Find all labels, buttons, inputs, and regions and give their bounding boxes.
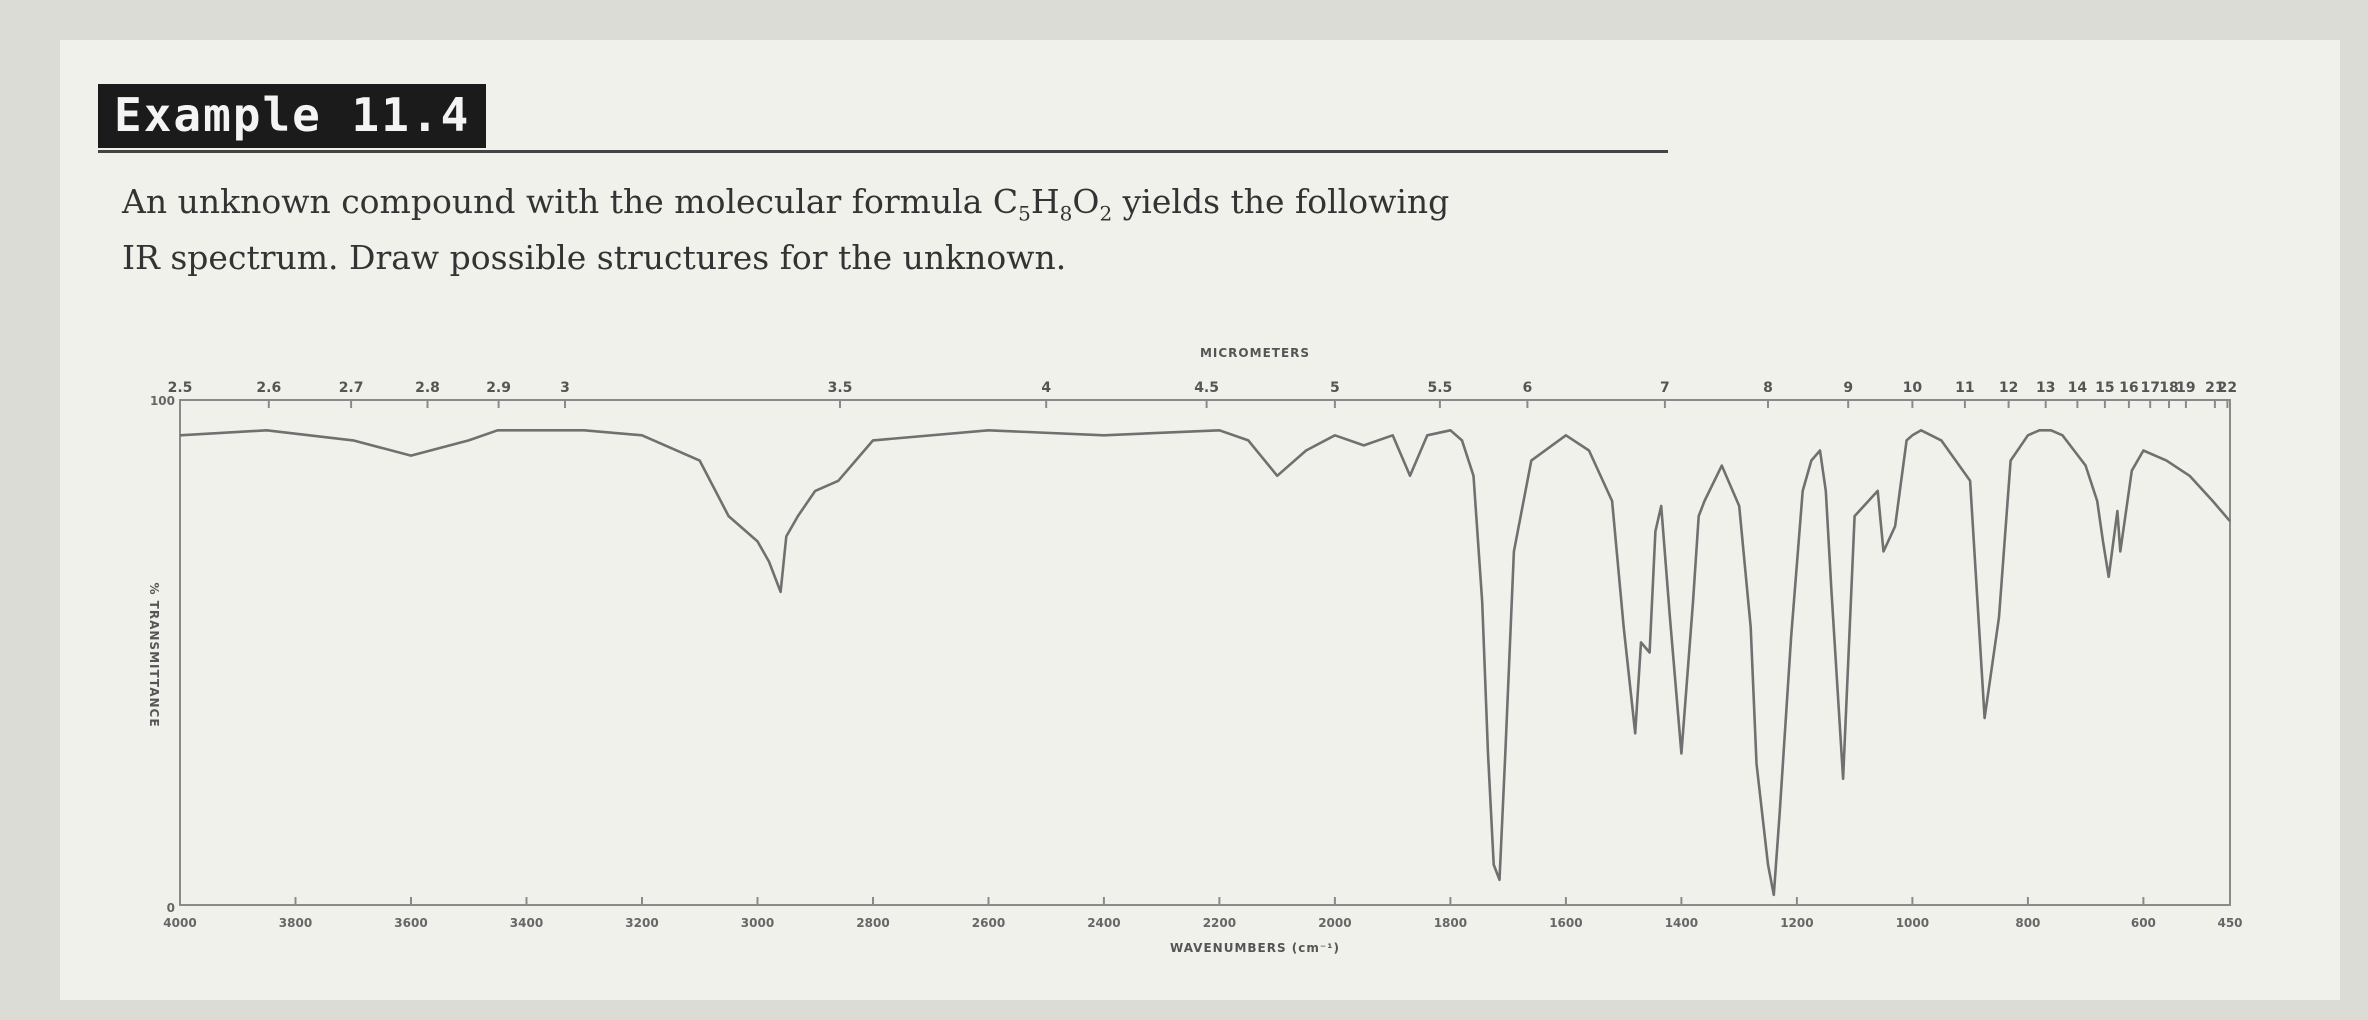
micrometer-tick-14: 9: [1843, 380, 1853, 396]
spectrum-line: [179, 429, 2231, 897]
example-badge: Example 11.4: [98, 84, 487, 148]
micrometer-tick-1: 2.6: [256, 380, 281, 396]
micrometer-tick-9: 5: [1330, 380, 1340, 396]
wavenumber-tick-11: 1800: [1434, 916, 1467, 930]
wavenumber-tick-18: 450: [2217, 916, 2242, 930]
micrometer-tick-3: 2.8: [415, 380, 440, 396]
wavenumber-tick-3: 3400: [510, 916, 543, 930]
micrometer-tick-21: 16: [2119, 380, 2138, 396]
micrometer-tick-4: 2.9: [486, 380, 511, 396]
y-top-label: 100: [150, 394, 175, 408]
wavenumber-tick-8: 2400: [1087, 916, 1120, 930]
micrometer-tick-23: 18: [2159, 380, 2178, 396]
wavenumber-tick-1: 3800: [279, 916, 312, 930]
micrometer-tick-7: 4: [1041, 380, 1051, 396]
wavenumber-tick-2: 3600: [394, 916, 427, 930]
x-axis-label: WAVENUMBERS (cm⁻¹): [1170, 941, 1340, 955]
formula-o-subscript: 2: [1099, 201, 1113, 226]
heading-rule: [98, 150, 1668, 153]
formula-o: O: [1072, 182, 1100, 221]
y-axis-label: % TRANSMITTANCE: [147, 582, 161, 727]
micrometer-tick-17: 12: [1999, 380, 2018, 396]
formula-h: H: [1030, 182, 1060, 221]
wavenumber-tick-12: 1600: [1549, 916, 1582, 930]
wavenumber-tick-labels: 4000 3800 3600 3400 3200 3000 2800 2600 2400 2200…: [163, 897, 2243, 930]
micrometer-tick-19: 14: [2068, 380, 2088, 396]
micrometer-tick-10: 5.5: [1427, 380, 1452, 396]
micrometer-tick-16: 11: [1955, 380, 1974, 396]
problem-line-2: IR spectrum. Draw possible structures fo…: [122, 237, 1067, 277]
formula-c-subscript: 5: [1018, 201, 1031, 226]
micrometer-tick-26: 22: [2218, 380, 2237, 396]
wavenumber-tick-14: 1200: [1780, 916, 1813, 930]
problem-text-start: An unknown compound with the molecular f…: [122, 182, 1019, 221]
micrometer-tick-13: 8: [1763, 380, 1773, 396]
plot-frame: [179, 399, 2231, 906]
micrometer-tick-12: 7: [1660, 380, 1670, 396]
micrometer-tick-11: 6: [1523, 380, 1533, 396]
micrometer-tick-25: 21: [2205, 380, 2224, 396]
micrometer-tick-18: 13: [2036, 380, 2055, 396]
wavenumber-tick-4: 3200: [625, 916, 658, 930]
micrometer-tick-15: 10: [1903, 380, 1923, 396]
micrometer-tick-24: 19: [2176, 380, 2195, 396]
wavenumber-tick-5: 3000: [741, 916, 774, 930]
micrometer-tick-labels: 2.5 2.6 2.7 2.8 2.9 3 3.5 4 4.5 5 5.5 6 7 8 9 10 11 12 13 1…: [168, 380, 2237, 408]
wavenumber-tick-10: 2000: [1318, 916, 1351, 930]
problem-statement: An unknown compound with the molecular f…: [122, 180, 1682, 280]
wavenumber-tick-9: 2200: [1203, 916, 1236, 930]
wavenumber-tick-7: 2600: [972, 916, 1005, 930]
top-axis-label: MICROMETERS: [1200, 346, 1310, 360]
wavenumber-tick-15: 1000: [1896, 916, 1929, 930]
textbook-page: Example 11.4 An unknown compound with th…: [60, 40, 2340, 1000]
micrometer-tick-2: 2.7: [339, 380, 364, 396]
wavenumber-tick-17: 600: [2131, 916, 2156, 930]
micrometer-tick-20: 15: [2095, 380, 2114, 396]
micrometer-tick-8: 4.5: [1194, 380, 1219, 396]
micrometer-tick-5: 3: [560, 380, 570, 396]
wavenumber-tick-13: 1400: [1665, 916, 1698, 930]
formula-h-subscript: 8: [1059, 201, 1073, 226]
problem-text-end: yields the following: [1112, 182, 1450, 221]
micrometer-tick-0: 2.5: [168, 380, 193, 396]
wavenumber-tick-16: 800: [2015, 916, 2040, 930]
micrometer-tick-22: 17: [2140, 380, 2159, 396]
wavenumber-tick-6: 2800: [856, 916, 889, 930]
wavenumber-tick-0: 4000: [163, 916, 196, 930]
y-bottom-label: 0: [167, 901, 175, 915]
micrometer-tick-6: 3.5: [828, 380, 853, 396]
